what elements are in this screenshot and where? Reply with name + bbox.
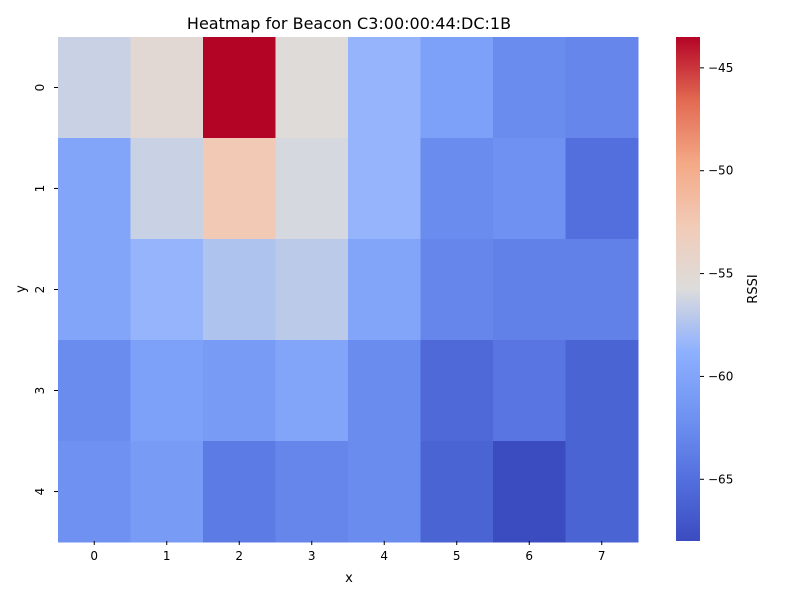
heatmap-cell [58,239,131,341]
heatmap-cell [130,37,204,139]
heatmap-cell [203,239,276,341]
x-tick-label: 4 [380,549,388,563]
chart-title: Heatmap for Beacon C3:00:00:44:DC:1B [187,14,511,33]
heatmap-cell [565,138,639,240]
heatmap-cell [565,37,639,139]
x-tick-labels: 0 1 2 3 4 5 6 7 [90,541,606,563]
x-axis-label: x [345,571,353,586]
colorbar-tick-label: −65 [708,472,733,486]
y-tick-label: 0 [33,84,47,92]
heatmap-cell [58,37,131,139]
heatmap-cell [420,441,494,543]
heatmap-cell [493,239,566,341]
heatmap-cells [58,37,639,543]
x-tick-label: 6 [525,549,533,563]
heatmap-cell [275,340,349,442]
colorbar-tick-label: −60 [708,369,733,383]
heatmap-cell [130,239,204,341]
x-tick-label: 0 [90,549,98,563]
heatmap-cell [130,441,204,543]
heatmap-cell [275,138,349,240]
heatmap-cell [348,239,421,341]
heatmap-cell [348,340,421,442]
heatmap-cell [565,239,639,341]
heatmap-cell [58,340,131,442]
heatmap-cell [493,340,566,442]
colorbar-tick-label: −55 [708,267,733,281]
heatmap-cell [493,441,566,543]
heatmap-cell [348,37,421,139]
colorbar [676,37,700,541]
heatmap-cell [565,441,639,543]
y-tick-label: 1 [33,185,47,193]
x-tick-label: 1 [163,549,171,563]
x-tick-label: 3 [308,549,316,563]
y-axis-label: y [14,285,29,293]
y-tick-label: 3 [33,387,47,395]
colorbar-label: RSSI [746,274,761,303]
heatmap-cell [203,441,276,543]
y-tick-label: 4 [33,488,47,496]
y-tick-labels: 0 1 2 3 4 [33,84,58,496]
heatmap-cell [203,138,276,240]
colorbar-ticks: −45 −50 −55 −60 −65 [700,61,733,486]
heatmap-cell [493,138,566,240]
heatmap-cell [58,138,131,240]
heatmap-cell [493,37,566,139]
x-tick-label: 2 [235,549,243,563]
heatmap-cell [348,441,421,543]
x-tick-label: 5 [453,549,461,563]
heatmap-cell [58,441,131,543]
heatmap-cell [275,441,349,543]
colorbar-tick-label: −50 [708,164,733,178]
heatmap-cell [130,340,204,442]
colorbar-tick-label: −45 [708,61,733,75]
heatmap-cell [275,239,349,341]
x-tick-label: 7 [598,549,606,563]
heatmap-cell [420,37,494,139]
y-tick-label: 2 [33,286,47,294]
heatmap-cell [348,138,421,240]
heatmap-cell [130,138,204,240]
heatmap-cell [565,340,639,442]
heatmap-cell [420,138,494,240]
heatmap-cell [420,239,494,341]
heatmap-cell [203,340,276,442]
heatmap-cell [420,340,494,442]
heatmap-cell [203,37,276,139]
heatmap-cell [275,37,349,139]
